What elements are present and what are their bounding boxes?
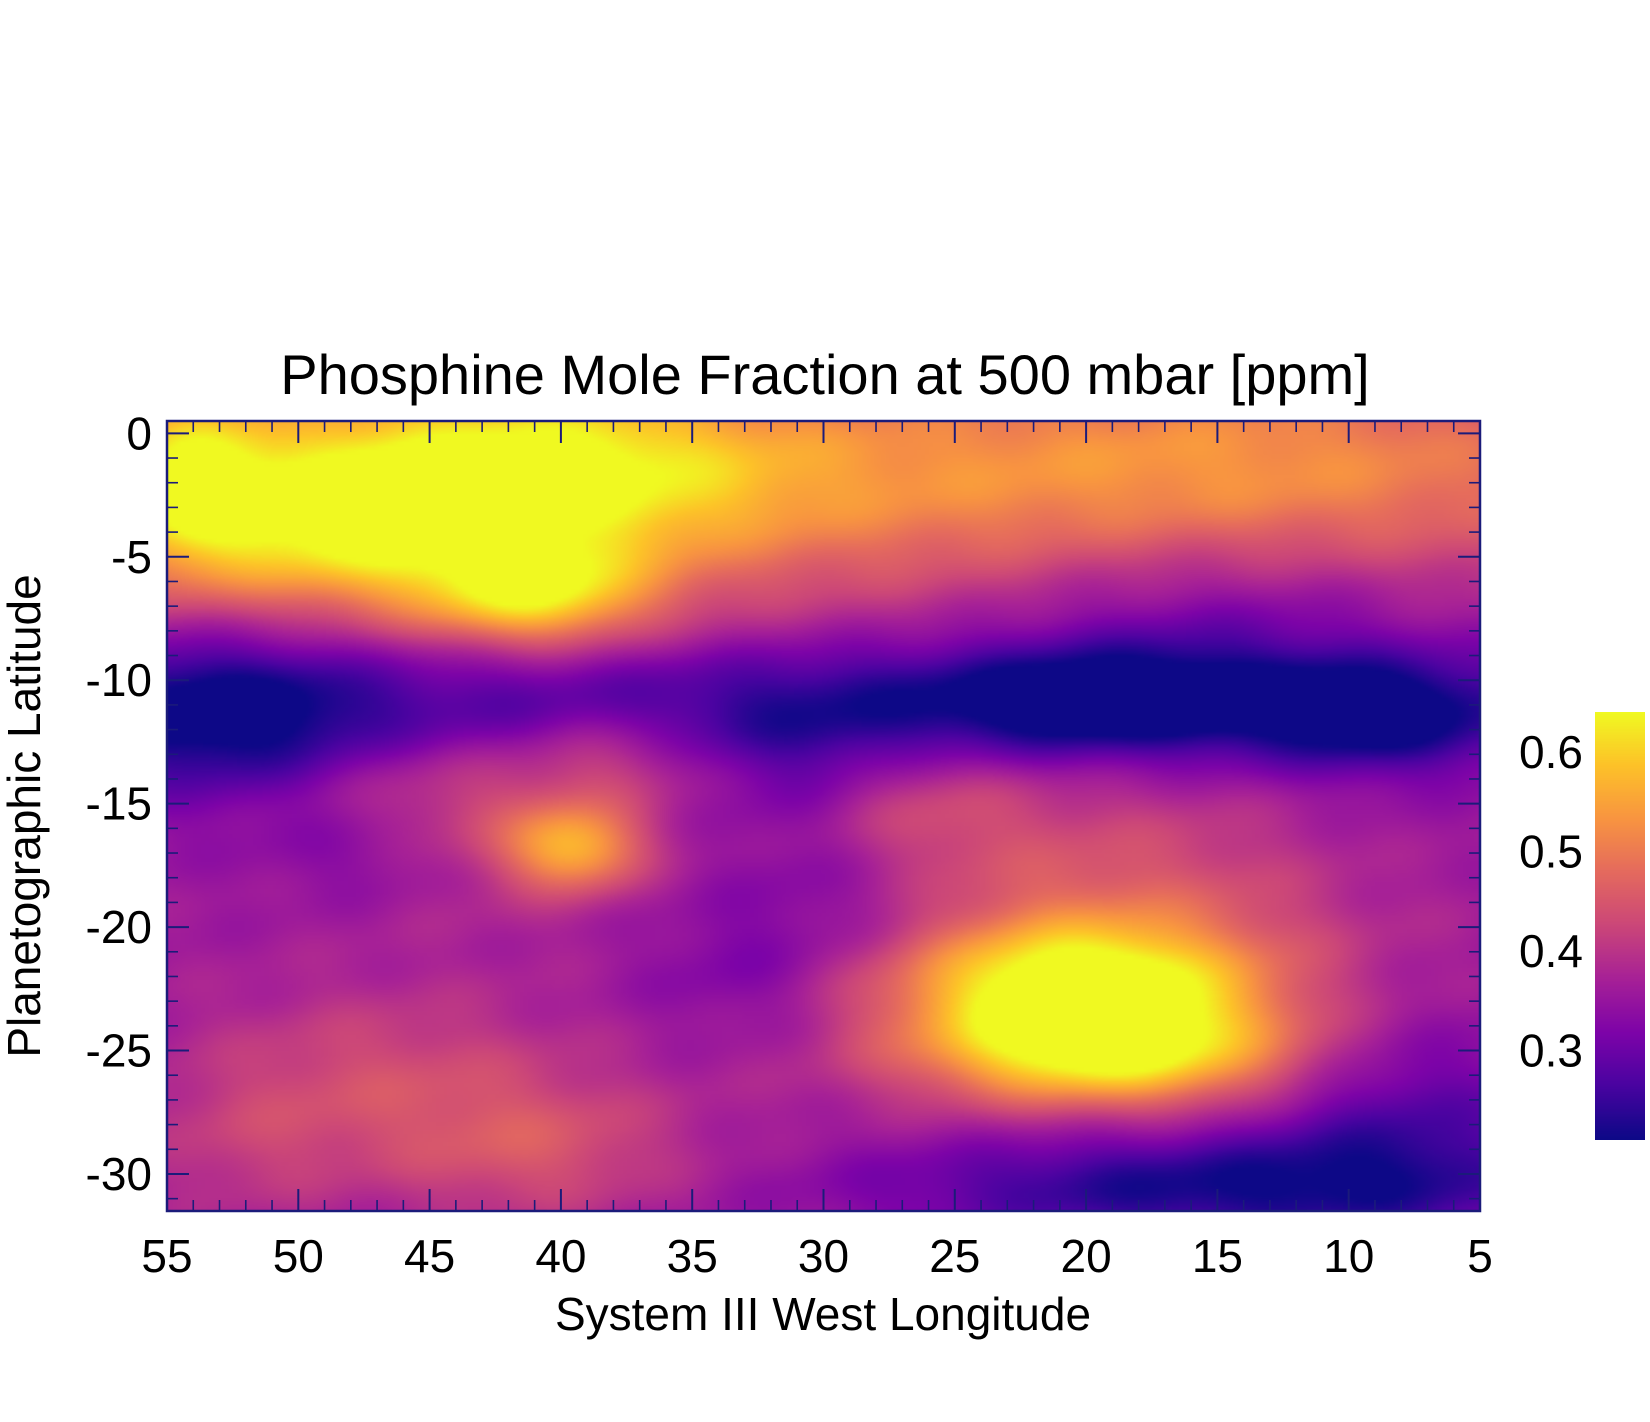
y-tick-label: -10 — [86, 654, 152, 706]
colorbar-tick-label: 0.6 — [1519, 726, 1583, 778]
x-tick-label: 35 — [667, 1230, 718, 1282]
colorbar-tick-label: 0.4 — [1519, 925, 1583, 977]
colorbar-tick-label: 0.5 — [1519, 825, 1583, 877]
y-tick-label: -30 — [86, 1148, 152, 1200]
x-tick-label: 30 — [798, 1230, 849, 1282]
x-tick-label: 45 — [404, 1230, 455, 1282]
y-tick-label: 0 — [126, 407, 152, 459]
x-tick-label: 25 — [929, 1230, 980, 1282]
x-tick-label: 15 — [1192, 1230, 1243, 1282]
x-tick-label: 5 — [1467, 1230, 1493, 1282]
y-axis-label: Planetographic Latitude — [0, 574, 50, 1057]
x-tick-label: 40 — [535, 1230, 586, 1282]
heatmap-image — [167, 421, 1480, 1211]
x-axis-label: System III West Longitude — [555, 1288, 1091, 1340]
y-tick-label: -5 — [111, 531, 152, 583]
colorbar-tick-label: 0.3 — [1519, 1024, 1583, 1076]
colorbar-gradient — [1595, 712, 1645, 1140]
chart-title: Phosphine Mole Fraction at 500 mbar [ppm… — [280, 343, 1369, 406]
x-tick-label: 50 — [273, 1230, 324, 1282]
x-tick-label: 55 — [141, 1230, 192, 1282]
x-tick-label: 20 — [1061, 1230, 1112, 1282]
y-tick-label: -15 — [86, 778, 152, 830]
y-tick-label: -20 — [86, 901, 152, 953]
x-tick-label: 10 — [1323, 1230, 1374, 1282]
y-tick-label: -25 — [86, 1025, 152, 1077]
